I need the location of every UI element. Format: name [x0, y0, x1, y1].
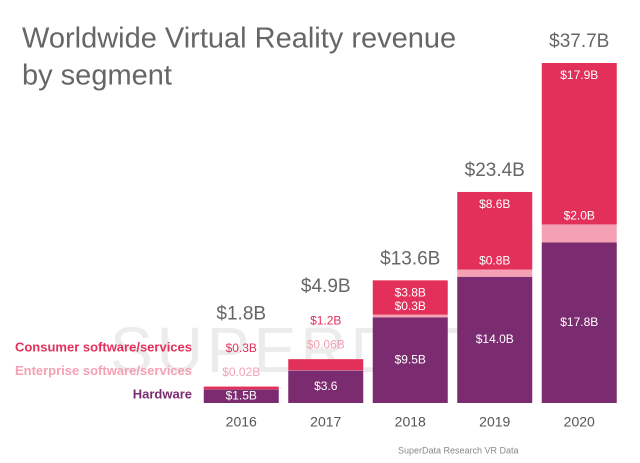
- source-note: SuperData Research VR Data: [398, 445, 519, 455]
- data-label: $0.02B: [222, 365, 260, 379]
- data-label: $17.9B: [560, 68, 598, 82]
- data-label: $3.6: [314, 379, 338, 393]
- data-label: $3.8B: [395, 286, 426, 300]
- x-tick-label: 2019: [479, 414, 510, 430]
- total-label: $13.6B: [380, 248, 440, 269]
- data-label: $1.5B: [226, 388, 257, 402]
- bar-segment: [203, 389, 279, 403]
- bar-segment: [541, 242, 617, 403]
- legend-label: Hardware: [133, 386, 192, 401]
- total-label: $1.8B: [216, 304, 266, 325]
- x-tick-label: 2017: [310, 414, 341, 430]
- chart-title: Worldwide Virtual Reality revenue: [22, 23, 456, 55]
- data-label: $17.8B: [560, 315, 598, 329]
- bar-segment: [372, 314, 448, 318]
- data-label: $0.3B: [226, 341, 257, 355]
- data-label: $9.5B: [395, 352, 426, 366]
- data-label: $2.0B: [564, 209, 595, 223]
- bar-segment: [203, 386, 279, 390]
- bar-segment: [457, 276, 533, 403]
- bar-segment: [372, 317, 448, 403]
- legend-label: Enterprise software/services: [15, 363, 192, 378]
- x-tick-label: 2018: [395, 414, 426, 430]
- data-label: $0.8B: [479, 254, 510, 268]
- data-label: $8.6B: [479, 197, 510, 211]
- data-label: $14.0B: [476, 332, 514, 346]
- x-tick-label: 2016: [226, 414, 257, 430]
- bar-segment: [288, 369, 364, 371]
- total-label: $4.9B: [301, 276, 351, 297]
- bar-segment: [288, 359, 364, 370]
- x-tick-label: 2020: [564, 414, 595, 430]
- data-label: $1.2B: [310, 313, 341, 327]
- chart-title: by segment: [22, 60, 172, 92]
- total-label: $23.4B: [465, 160, 525, 181]
- bar-segment: [541, 224, 617, 243]
- bar-segment: [457, 191, 533, 270]
- bar-segment: [288, 370, 364, 403]
- bar-segment: [541, 63, 617, 225]
- total-label: $37.7B: [549, 31, 609, 52]
- bar-segment: [372, 280, 448, 315]
- data-label: $0.06B: [307, 337, 345, 351]
- legend-label: Consumer software/services: [15, 339, 192, 354]
- data-label: $0.3B: [395, 299, 426, 313]
- bar-segment: [457, 269, 533, 277]
